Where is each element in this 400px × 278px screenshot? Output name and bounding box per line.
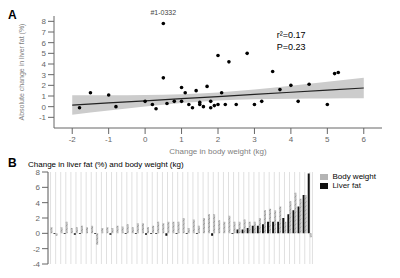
svg-text:8: 8 bbox=[42, 17, 47, 26]
svg-text:-2: -2 bbox=[69, 135, 77, 144]
html-text:P=0.23: P=0.23 bbox=[276, 41, 306, 52]
svg-text:7: 7 bbox=[42, 28, 47, 37]
svg-text:0: 0 bbox=[36, 229, 41, 238]
html-text:Change in liver fat (%) and bo: Change in liver fat (%) and body weight … bbox=[28, 160, 184, 169]
svg-text:3: 3 bbox=[42, 71, 47, 80]
html-text:B: B bbox=[8, 156, 17, 170]
svg-text:-4: -4 bbox=[33, 260, 41, 268]
svg-text:-2: -2 bbox=[33, 245, 41, 254]
html-text:r²=0.17: r²=0.17 bbox=[276, 29, 306, 40]
svg-text:6: 6 bbox=[36, 183, 41, 192]
svg-text:3: 3 bbox=[252, 135, 257, 144]
html-text:Body weight: Body weight bbox=[332, 172, 376, 181]
svg-text:6: 6 bbox=[362, 135, 367, 144]
svg-text:4: 4 bbox=[36, 199, 41, 208]
svg-text:2: 2 bbox=[216, 135, 221, 144]
svg-text:5: 5 bbox=[42, 49, 47, 58]
svg-text:1: 1 bbox=[42, 92, 47, 101]
svg-text:2: 2 bbox=[36, 214, 41, 223]
svg-text:4: 4 bbox=[289, 135, 294, 144]
svg-text:#1-0332: #1-0332 bbox=[150, 9, 176, 16]
svg-text:Change in body weight (kg): Change in body weight (kg) bbox=[169, 147, 267, 156]
svg-text:0: 0 bbox=[143, 135, 148, 144]
svg-text:2: 2 bbox=[42, 81, 47, 90]
svg-text:1: 1 bbox=[179, 135, 184, 144]
svg-text:4: 4 bbox=[42, 60, 47, 69]
svg-text:0: 0 bbox=[42, 103, 47, 112]
svg-text:5: 5 bbox=[325, 135, 330, 144]
html-text:Liver fat: Liver fat bbox=[332, 181, 361, 190]
html-text:A: A bbox=[8, 8, 17, 22]
svg-text:8: 8 bbox=[36, 168, 41, 177]
svg-text:-1: -1 bbox=[105, 135, 113, 144]
svg-text:6: 6 bbox=[42, 39, 47, 48]
svg-text:-1: -1 bbox=[39, 113, 47, 122]
svg-text:Absolute change in liver fat (: Absolute change in liver fat (%) bbox=[18, 24, 26, 121]
